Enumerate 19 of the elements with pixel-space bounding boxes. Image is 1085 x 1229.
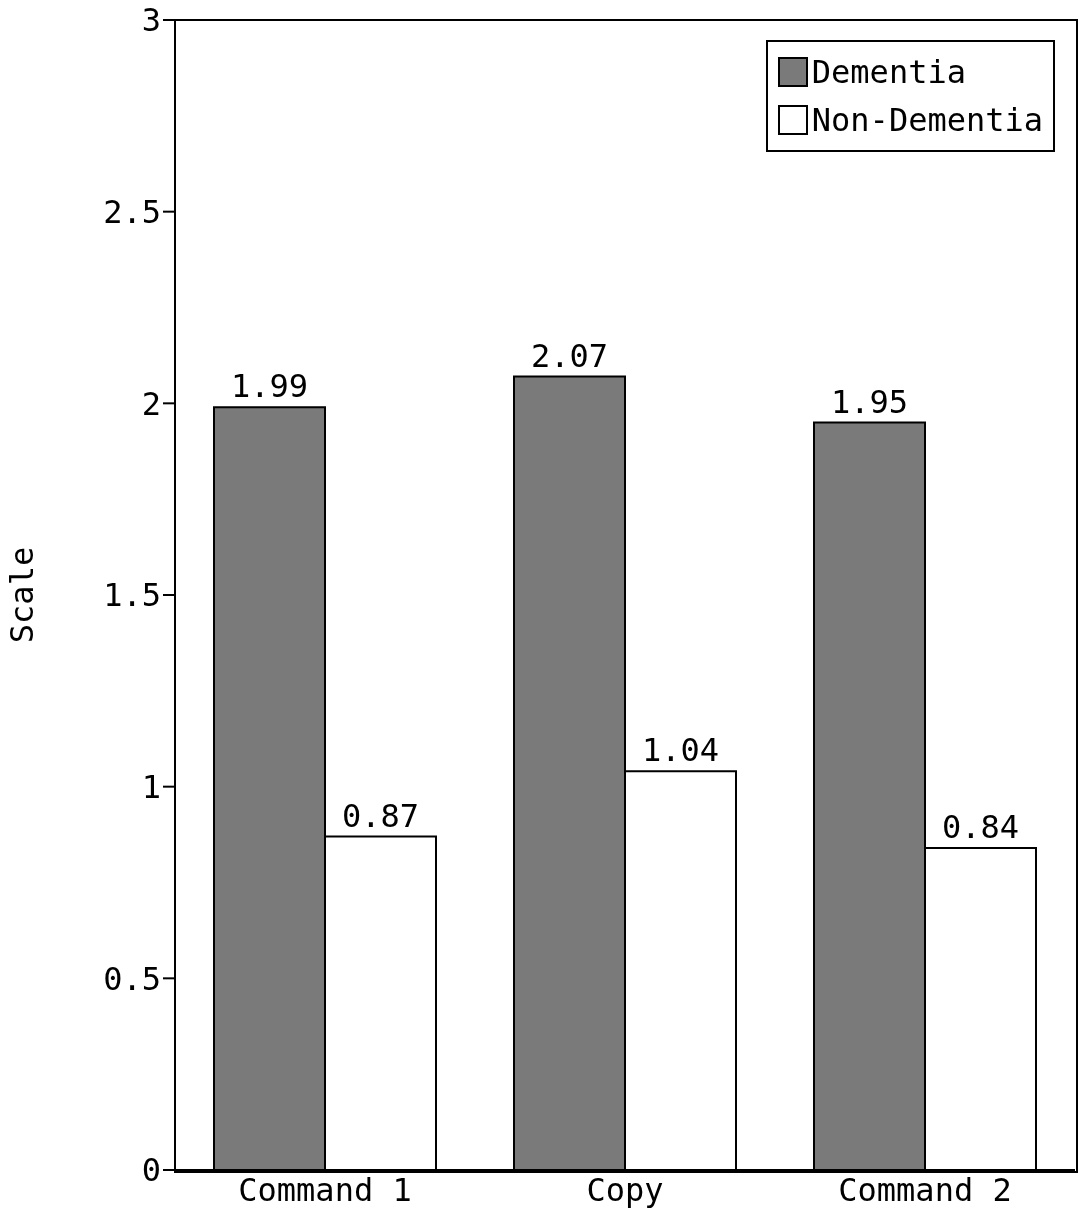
data-label: 1.04 — [641, 731, 720, 770]
data-label: 1.95 — [830, 382, 909, 421]
y-tick-label: 0 — [141, 1151, 161, 1190]
data-label: 0.87 — [341, 796, 420, 835]
y-tick-label: 3 — [141, 1, 161, 40]
y-tick-label: 1 — [141, 768, 161, 807]
data-label: 0.84 — [941, 808, 1020, 846]
data-label: 2.07 — [530, 336, 609, 375]
y-tick-label: 1.5 — [103, 576, 161, 615]
y-tick-label: 0.5 — [103, 959, 161, 998]
data-label: 1.99 — [230, 367, 309, 406]
x-tick-label: Command 1 — [238, 1170, 412, 1209]
x-tick-label: Command 2 — [838, 1170, 1012, 1209]
x-tick-label: Copy — [586, 1170, 664, 1209]
legend-label: Non-Dementia — [811, 101, 1043, 139]
legend-label: Dementia — [811, 53, 966, 91]
y-axis-title: Scale — [3, 546, 42, 644]
y-tick-label: 2.5 — [103, 193, 161, 232]
y-tick-label: 2 — [141, 384, 161, 423]
